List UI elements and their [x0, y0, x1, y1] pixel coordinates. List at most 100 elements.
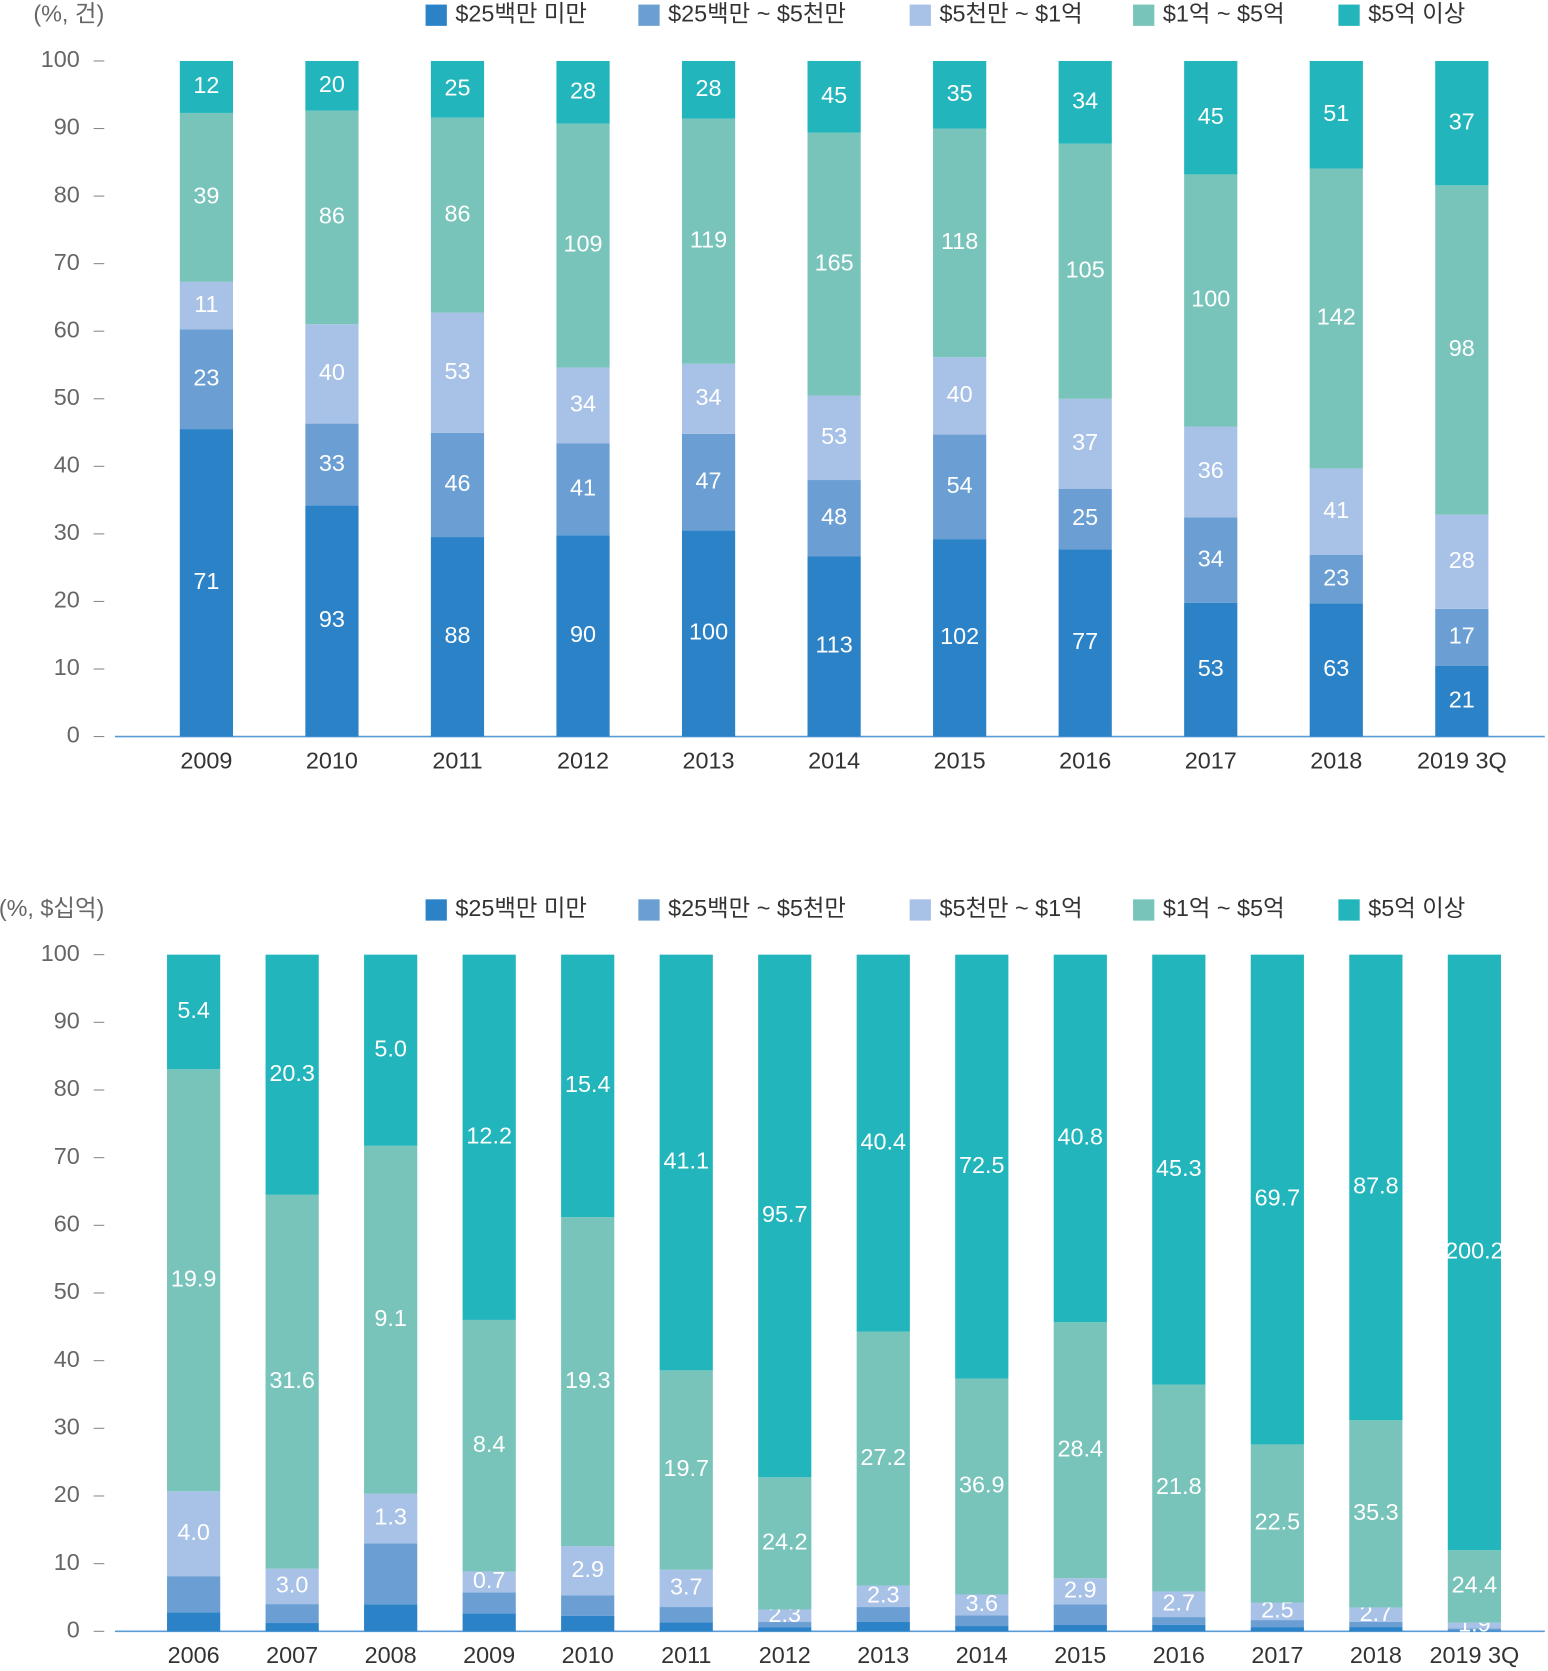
y-tick-label: 90 [54, 114, 80, 140]
bar-segment [659, 1622, 713, 1632]
value-label: 19.7 [663, 1455, 709, 1481]
bar-segment [1152, 1617, 1206, 1625]
value-label: 20.3 [269, 1060, 315, 1086]
bar-segment [807, 60, 861, 133]
value-label: 88 [444, 622, 470, 648]
value-label: 31.6 [269, 1367, 315, 1393]
y-tick-label: 70 [54, 1143, 80, 1169]
value-label: 86 [319, 203, 345, 229]
value-label: 1.3 [374, 1504, 407, 1530]
bar-segment [1053, 1578, 1107, 1605]
bar-segment [659, 954, 713, 1371]
value-label: 9.1 [374, 1305, 407, 1331]
bar-segment [1349, 1621, 1403, 1628]
bar-segment [1058, 60, 1112, 144]
value-label: 72.5 [959, 1152, 1005, 1178]
value-label: 53 [1198, 655, 1224, 681]
bar-segment [179, 112, 233, 282]
y-tick-label: 40 [54, 452, 80, 478]
value-label: 109 [564, 231, 603, 257]
bar-segment [758, 1622, 812, 1628]
y-tick-label: 100 [41, 940, 80, 966]
value-label: 5.4 [177, 997, 210, 1023]
bar-segment [659, 1607, 713, 1623]
value-label: 200.2 [1445, 1238, 1504, 1264]
bar-segment [364, 1493, 418, 1544]
value-label: 24.2 [762, 1529, 808, 1555]
legend-swatch [1338, 899, 1360, 921]
legend-swatch [425, 899, 447, 921]
bar-segment [364, 1145, 418, 1494]
bar-segment [167, 1491, 221, 1577]
value-label: 71 [193, 568, 219, 594]
bar-segment [758, 954, 812, 1478]
bar-segment [1250, 1620, 1304, 1628]
legend-label: $1억 ~ $5억 [1163, 895, 1285, 921]
bar-segment [364, 954, 418, 1146]
x-tick-label: 2015 [1054, 1642, 1106, 1668]
bar-segment [1435, 60, 1489, 186]
x-tick-label: 2017 [1185, 747, 1237, 773]
bar-segment [1152, 1624, 1206, 1632]
bar-segment [856, 1331, 910, 1586]
value-label: 69.7 [1255, 1185, 1301, 1211]
value-label: 118 [941, 228, 978, 254]
value-label: 35 [947, 80, 973, 106]
bar-segment [681, 118, 736, 364]
x-tick-label: 2009 [463, 1642, 515, 1668]
bar-segment [807, 132, 861, 396]
legend-label: $5억 이상 [1368, 895, 1465, 921]
x-tick-label: 2012 [759, 1642, 811, 1668]
y-tick-label: 0 [67, 1616, 80, 1642]
bar-segment [1447, 954, 1501, 1551]
bar-segment [933, 357, 987, 435]
bar-segment [265, 1568, 319, 1605]
bar-segment [758, 1627, 812, 1632]
bar-segment [1309, 468, 1363, 555]
x-tick-label: 2014 [956, 1642, 1008, 1668]
value-label: 25 [1072, 504, 1098, 530]
bar-segment [1184, 517, 1238, 603]
y-tick-label: 70 [54, 249, 80, 275]
value-label: 4.0 [177, 1519, 210, 1545]
bar-segment [856, 1621, 910, 1632]
unit-label: (%, 건) [33, 0, 104, 26]
y-tick-label: 50 [54, 384, 80, 410]
value-label: 34 [1072, 87, 1098, 113]
value-label: 142 [1317, 304, 1356, 330]
value-label: 105 [1066, 256, 1105, 282]
value-label: 93 [319, 606, 345, 632]
bar-segment [265, 1604, 319, 1624]
value-label: 53 [821, 423, 847, 449]
value-label: 41 [1323, 497, 1349, 523]
x-tick-label: 2016 [1059, 747, 1111, 773]
value-label: 12 [193, 72, 219, 98]
legend-swatch [425, 4, 447, 26]
value-label: 40 [947, 381, 973, 407]
bar-segment [807, 395, 861, 481]
bar-segment [1058, 398, 1112, 489]
value-label: 45 [821, 82, 847, 108]
bar-segment [933, 60, 987, 129]
value-label: 27.2 [860, 1444, 906, 1470]
value-label: 3.7 [670, 1574, 703, 1600]
value-label: 2.9 [1064, 1576, 1097, 1602]
value-label: 41.1 [663, 1148, 709, 1174]
x-tick-label: 2018 [1310, 747, 1362, 773]
bar-segment [430, 312, 485, 433]
x-tick-label: 2010 [306, 747, 358, 773]
bar-segment [1349, 1420, 1403, 1608]
bar-segment [430, 537, 485, 737]
x-tick-label: 2019 3Q [1430, 1642, 1520, 1668]
x-tick-label: 2012 [557, 747, 609, 773]
bar-segment [179, 60, 233, 113]
bar-segment [561, 1217, 615, 1547]
bar-segment [1435, 665, 1489, 737]
value-label: 36 [1198, 457, 1224, 483]
value-label: 21 [1449, 686, 1475, 712]
value-label: 45 [1198, 103, 1224, 129]
value-label: 46 [444, 470, 470, 496]
value-label: 20 [319, 71, 345, 97]
value-label: 22.5 [1255, 1509, 1301, 1535]
value-label: 17 [1449, 623, 1475, 649]
